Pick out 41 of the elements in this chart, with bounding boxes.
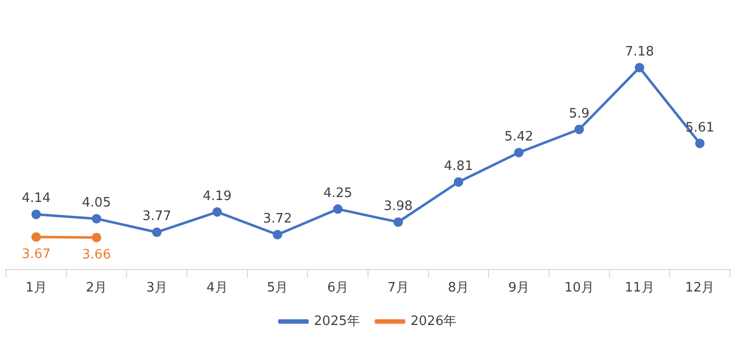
data-label: 5.9	[568, 106, 590, 122]
data-label: 7.18	[625, 44, 654, 60]
point	[574, 124, 584, 134]
data-label: 4.81	[444, 158, 473, 174]
point	[92, 214, 102, 224]
data-label: 3.67	[22, 246, 51, 262]
point	[272, 230, 282, 240]
point	[333, 204, 343, 214]
point	[514, 148, 524, 158]
point	[152, 227, 162, 237]
point	[31, 210, 41, 220]
data-label: 5.42	[504, 129, 534, 144]
data-label: 4.14	[22, 191, 51, 206]
x-tick-label: 8月	[448, 280, 470, 296]
x-tick-label: 4月	[206, 280, 228, 296]
point	[695, 138, 705, 148]
x-tick-label: 10月	[564, 280, 594, 296]
data-label: 3.77	[142, 209, 172, 224]
data-label: 3.72	[263, 212, 292, 227]
x-tick-label: 11月	[624, 280, 654, 296]
point	[393, 217, 403, 227]
point	[454, 177, 464, 187]
point	[212, 207, 222, 217]
x-tick-label: 7月	[388, 280, 409, 296]
data-label: 4.25	[323, 186, 352, 201]
point	[92, 232, 102, 242]
data-label: 4.19	[202, 188, 232, 204]
x-tick-label: 3月	[146, 280, 168, 296]
legend-label: 2026年	[410, 314, 457, 329]
data-label: 4.05	[82, 196, 111, 211]
legend-label: 2025年	[314, 314, 360, 329]
x-tick-label: 1月	[26, 280, 47, 296]
x-tick-label: 9月	[508, 280, 530, 296]
x-tick-label: 5月	[266, 280, 288, 296]
data-label: 3.66	[82, 247, 111, 262]
point	[634, 62, 644, 72]
x-tick-label: 6月	[327, 280, 348, 296]
data-label: 3.98	[384, 198, 413, 214]
x-tick-label: 2月	[86, 280, 108, 296]
x-tick-label: 12月	[685, 280, 715, 296]
point	[31, 232, 41, 242]
